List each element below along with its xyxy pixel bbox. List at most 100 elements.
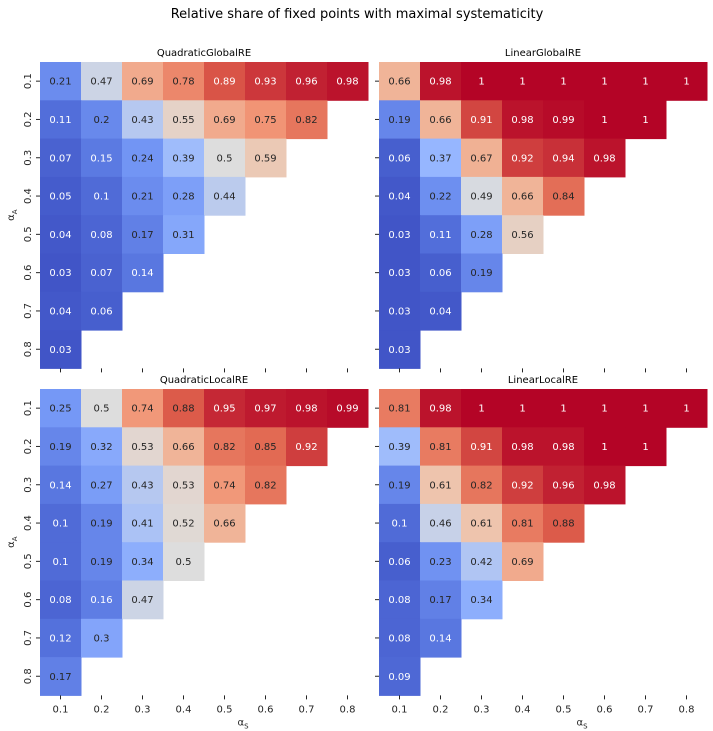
cell-value-label: 0.97 (254, 404, 276, 415)
cell-value-label: 1 (478, 404, 484, 415)
cell-value-label: 0.42 (470, 557, 492, 568)
cell-value-label: 0.31 (172, 230, 194, 241)
cell-value-label: 0.16 (90, 595, 112, 606)
cell-value-label: 0.82 (213, 442, 235, 453)
cell-value-label: 0.75 (254, 115, 276, 126)
heatmap-cell (420, 427, 462, 467)
cell-value-label: 0.98 (429, 77, 451, 88)
heatmap-cell (245, 465, 287, 505)
heatmap-cell (379, 138, 421, 178)
cell-value-label: 0.74 (213, 480, 235, 491)
heatmap-cell (625, 427, 667, 467)
heatmap-cell (81, 542, 123, 581)
cell-value-label: 0.03 (49, 345, 71, 356)
cell-value-label: 0.43 (131, 115, 153, 126)
heatmap-cell (204, 138, 246, 178)
x-tick-label: 0.1 (53, 704, 69, 715)
cell-value-label: 0.95 (213, 404, 235, 415)
heatmap-cell (461, 427, 503, 467)
cell-value-label: 0.52 (172, 519, 194, 530)
heatmap-cell (122, 253, 164, 293)
cell-value-label: 0.61 (429, 480, 451, 491)
cell-value-label: 0.1 (94, 192, 110, 203)
cell-value-label: 1 (642, 77, 648, 88)
cell-value-label: 0.19 (49, 442, 71, 453)
cell-value-label: 0.03 (49, 268, 71, 279)
cell-value-label: 0.19 (90, 519, 112, 530)
heatmap-cell (461, 542, 503, 581)
heatmap-cell (40, 330, 82, 369)
heatmap-cell (420, 215, 462, 254)
heatmap-cell (122, 503, 164, 543)
cell-value-label: 0.44 (213, 192, 235, 203)
cell-value-label: 0.69 (511, 557, 533, 568)
heatmap-cell (543, 465, 585, 505)
heatmap-cell (40, 389, 82, 428)
heatmap-cell (543, 427, 585, 467)
cell-value-label: 0.39 (172, 153, 194, 164)
heatmap-cell (122, 427, 164, 467)
heatmap-cell (286, 100, 328, 140)
heatmap-cell (461, 62, 503, 101)
heatmap-cell (40, 138, 82, 178)
heatmap-cell (40, 62, 82, 101)
cell-value-label: 0.04 (429, 306, 451, 317)
heatmap-cell (40, 618, 82, 658)
heatmap-cell (379, 657, 421, 696)
heatmap-cell (379, 503, 421, 543)
heatmap-cell (40, 542, 82, 581)
cell-value-label: 0.15 (90, 153, 112, 164)
x-tick-label: 0.7 (299, 704, 315, 715)
y-tick-label: 0.6 (23, 592, 34, 608)
heatmap-cell (81, 253, 123, 293)
cell-value-label: 0.08 (388, 633, 410, 644)
y-tick-label: 0.2 (23, 111, 34, 127)
x-tick-label: 0.8 (679, 704, 695, 715)
heatmap-cell (245, 427, 287, 467)
heatmap-cell (461, 253, 503, 293)
heatmap-cell (420, 253, 462, 293)
y-tick-label: 0.2 (23, 438, 34, 454)
cell-value-label: 0.81 (511, 519, 533, 530)
heatmap-cell (502, 465, 544, 505)
cell-value-label: 1 (601, 404, 607, 415)
heatmap-cell (122, 100, 164, 140)
cell-value-label: 0.03 (388, 345, 410, 356)
y-tick-label: 0.5 (23, 553, 34, 569)
heatmap-cell (40, 215, 82, 254)
cell-value-label: 0.91 (470, 442, 492, 453)
heatmap-cell (245, 100, 287, 140)
heatmap-cell (420, 62, 462, 101)
cell-value-label: 1 (642, 404, 648, 415)
y-tick-label: 0.8 (23, 341, 34, 357)
cell-value-label: 0.93 (254, 77, 276, 88)
heatmap-cell (81, 100, 123, 140)
panel-title: QuadraticLocalRE (160, 375, 248, 386)
cell-value-label: 0.98 (511, 442, 533, 453)
y-tick-label: 0.5 (23, 226, 34, 242)
heatmap-cell (502, 138, 544, 178)
heatmap-cell (420, 542, 462, 581)
heatmap-cell (420, 138, 462, 178)
heatmap-cell (584, 427, 626, 467)
cell-value-label: 1 (478, 77, 484, 88)
cell-value-label: 0.88 (172, 404, 194, 415)
heatmap-cell (379, 330, 421, 369)
cell-value-label: 1 (683, 77, 689, 88)
cell-value-label: 0.07 (49, 153, 71, 164)
cell-value-label: 0.27 (90, 480, 112, 491)
x-tick-label: 0.5 (556, 704, 572, 715)
cell-value-label: 0.1 (53, 557, 69, 568)
heatmap-cell (81, 176, 123, 216)
heatmap-cell (543, 138, 585, 178)
heatmap-cell (163, 176, 205, 216)
cell-value-label: 0.82 (295, 115, 317, 126)
cell-value-label: 0.47 (131, 595, 153, 606)
panel-title: LinearGlobalRE (505, 48, 581, 59)
x-tick-label: 0.3 (474, 704, 490, 715)
cell-value-label: 0.46 (429, 519, 451, 530)
heatmap-cell (379, 542, 421, 581)
cell-value-label: 0.1 (392, 519, 408, 530)
heatmap-cell (584, 389, 626, 428)
heatmap-cell (245, 138, 287, 178)
